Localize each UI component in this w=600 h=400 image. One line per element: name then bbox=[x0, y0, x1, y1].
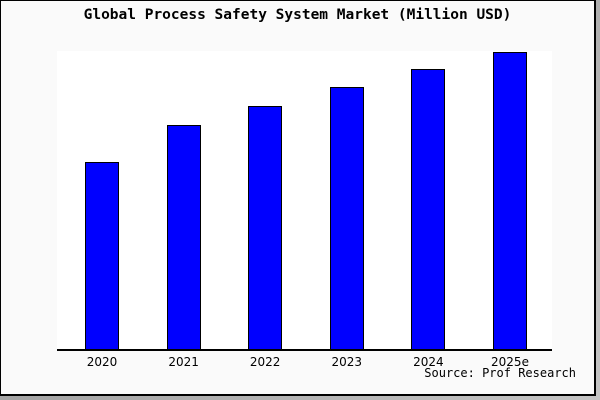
bar-2020 bbox=[85, 162, 119, 349]
x-tick-label-2024: 2024 bbox=[413, 355, 444, 369]
source-credit: Source: Prof Research bbox=[424, 366, 576, 380]
bar-2022 bbox=[248, 106, 283, 349]
plot-area bbox=[57, 51, 552, 351]
chart-title: Global Process Safety System Market (Mil… bbox=[83, 7, 512, 23]
x-tick-label-2021: 2021 bbox=[168, 355, 199, 369]
bar-2023 bbox=[329, 87, 364, 349]
bar-2021 bbox=[166, 125, 201, 349]
x-tick-label-2025e: 2025e bbox=[491, 355, 529, 369]
x-tick-label-2023: 2023 bbox=[331, 355, 363, 369]
x-tick-label-2020: 2020 bbox=[86, 355, 118, 369]
bar-2025e bbox=[493, 52, 527, 349]
bar-2024 bbox=[411, 69, 446, 349]
x-tick-label-2022: 2022 bbox=[249, 355, 281, 369]
